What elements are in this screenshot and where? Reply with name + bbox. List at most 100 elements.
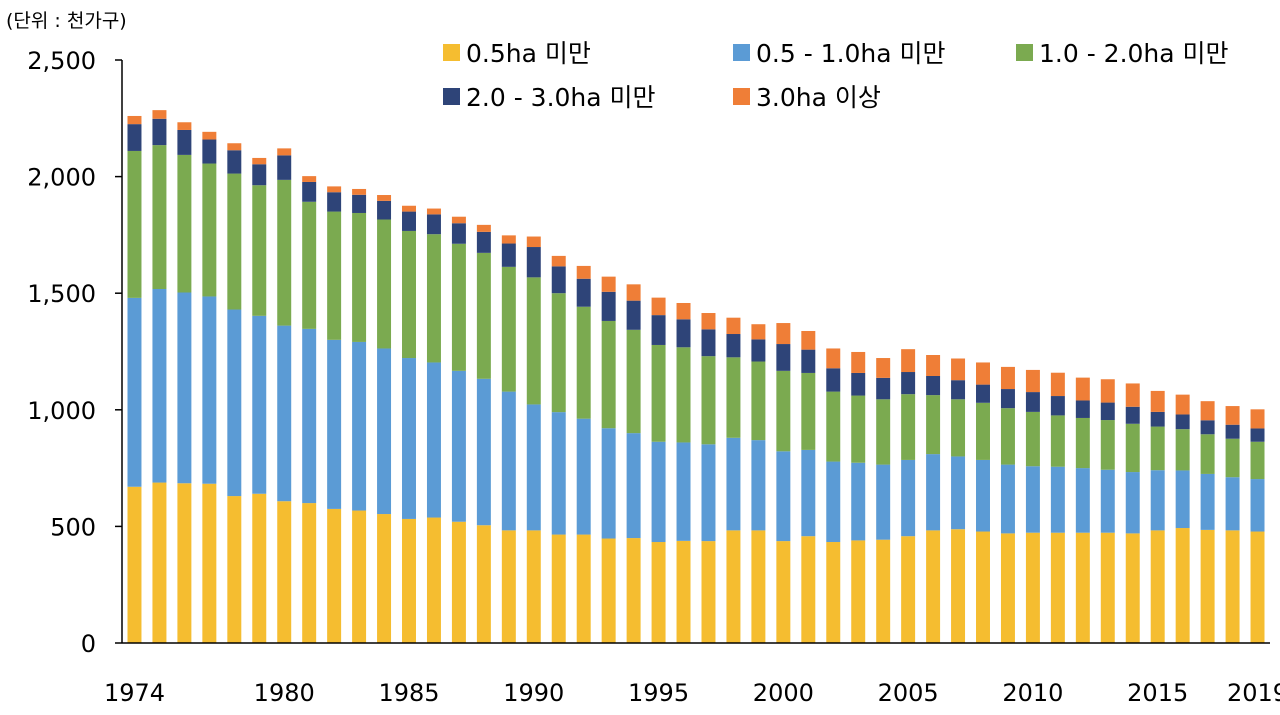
legend-label-0: 0.5ha 미만 bbox=[466, 39, 591, 68]
y-tick-label: 500 bbox=[50, 513, 96, 541]
bar-segment-2012-series-0 bbox=[1075, 532, 1090, 643]
bar-segment-1999-series-2 bbox=[751, 361, 766, 441]
bar-segment-1974-series-2 bbox=[127, 150, 142, 298]
bar-segment-2015-series-4 bbox=[1150, 390, 1165, 412]
bar-segment-1998-series-0 bbox=[726, 530, 741, 643]
bar-segment-1993-series-2 bbox=[601, 320, 616, 429]
bar-segment-1988-series-0 bbox=[476, 525, 491, 643]
bar-segment-1982-series-3 bbox=[327, 192, 342, 212]
bar-segment-1990-series-2 bbox=[526, 277, 541, 405]
bar-segment-1992-series-0 bbox=[576, 534, 591, 643]
bar-segment-1989-series-4 bbox=[501, 235, 516, 244]
bar-segment-2013-series-1 bbox=[1100, 469, 1115, 533]
bar-segment-2004-series-4 bbox=[876, 358, 891, 378]
bar-segment-1986-series-3 bbox=[426, 214, 441, 235]
bar-segment-1988-series-4 bbox=[476, 224, 491, 232]
bar-segment-2012-series-3 bbox=[1075, 400, 1090, 418]
bar-segment-1983-series-3 bbox=[352, 194, 367, 213]
bar-segment-1986-series-0 bbox=[426, 517, 441, 643]
bar-segment-2014-series-3 bbox=[1125, 406, 1140, 424]
bar-segment-1977-series-3 bbox=[202, 139, 217, 164]
bar-segment-1979-series-3 bbox=[252, 164, 267, 186]
bar-segment-1984-series-2 bbox=[377, 219, 392, 349]
bar-segment-1977-series-1 bbox=[202, 296, 217, 484]
bar-segment-2008-series-2 bbox=[976, 402, 990, 460]
bar-segment-2007-series-3 bbox=[951, 380, 966, 400]
bar-segment-2003-series-3 bbox=[851, 372, 866, 396]
bar-segment-1983-series-4 bbox=[352, 188, 367, 195]
bar-segment-1997-series-3 bbox=[701, 329, 716, 357]
x-tick-label-2010: 2010 bbox=[1002, 679, 1063, 707]
bar-segment-1998-series-1 bbox=[726, 437, 741, 531]
bar-segment-1976-series-2 bbox=[177, 154, 192, 293]
legend-label-1: 0.5 - 1.0ha 미만 bbox=[756, 39, 946, 68]
y-axis: 0 500 1,000 1,500 2,000 2,500 bbox=[27, 47, 123, 658]
bar-segment-1981-series-1 bbox=[302, 328, 317, 504]
bar-segment-2009-series-3 bbox=[1000, 389, 1015, 409]
x-tick-label-1974: 1974 bbox=[104, 679, 165, 707]
bar-segment-2015-series-2 bbox=[1150, 426, 1165, 471]
bar-segment-1997-series-0 bbox=[701, 541, 716, 643]
bar-segment-1986-series-2 bbox=[426, 234, 441, 363]
bar-segment-1975-series-4 bbox=[152, 110, 167, 119]
bar-segment-2015-series-0 bbox=[1150, 530, 1165, 643]
bar-segment-1987-series-4 bbox=[451, 216, 466, 224]
bar-segment-1993-series-1 bbox=[601, 428, 616, 539]
bar-segment-1994-series-2 bbox=[626, 329, 641, 434]
bar-segment-1974-series-1 bbox=[127, 297, 142, 487]
bar-segment-1978-series-1 bbox=[227, 309, 242, 497]
bar-segment-1985-series-0 bbox=[402, 518, 416, 643]
y-tick-label: 1,500 bbox=[27, 280, 96, 308]
bar-segment-1990-series-3 bbox=[526, 247, 541, 278]
bar-segment-1998-series-3 bbox=[726, 334, 741, 358]
bar-segment-1982-series-1 bbox=[327, 339, 342, 509]
bar-segment-2010-series-4 bbox=[1025, 369, 1040, 393]
bar-segment-1989-series-2 bbox=[501, 266, 516, 392]
bar-segment-1991-series-3 bbox=[551, 266, 566, 294]
bar-segment-2008-series-3 bbox=[976, 384, 990, 403]
bar-segment-1979-series-4 bbox=[252, 157, 267, 165]
bar-segment-1982-series-2 bbox=[327, 211, 342, 340]
bar-segment-1977-series-2 bbox=[202, 163, 217, 297]
bar-segment-1994-series-3 bbox=[626, 300, 641, 330]
bar-segment-1995-series-3 bbox=[651, 315, 666, 345]
bar-segment-2008-series-1 bbox=[976, 459, 990, 532]
bar-segment-2002-series-0 bbox=[826, 542, 841, 643]
bar-segment-1996-series-2 bbox=[676, 347, 691, 443]
x-tick-label-1990: 1990 bbox=[503, 679, 564, 707]
bar-segment-2000-series-3 bbox=[776, 344, 791, 371]
bar-segment-2011-series-4 bbox=[1050, 372, 1065, 397]
bar-segment-2009-series-1 bbox=[1000, 464, 1015, 534]
bar-segment-1997-series-2 bbox=[701, 356, 716, 445]
bar-segment-1978-series-3 bbox=[227, 150, 242, 174]
bar-segment-1999-series-3 bbox=[751, 339, 766, 362]
bar-segment-1975-series-3 bbox=[152, 118, 167, 146]
bar-segment-1982-series-0 bbox=[327, 508, 342, 643]
bar-segment-2019-series-4 bbox=[1250, 409, 1265, 429]
bar-segment-1982-series-4 bbox=[327, 186, 342, 193]
bar-segment-2016-series-1 bbox=[1175, 470, 1190, 529]
bar-segment-1995-series-2 bbox=[651, 344, 666, 442]
bar-segment-1976-series-3 bbox=[177, 129, 192, 155]
bar-segment-1974-series-0 bbox=[127, 486, 142, 643]
bar-segment-1993-series-0 bbox=[601, 538, 616, 643]
bar-segment-1985-series-1 bbox=[402, 358, 416, 519]
bar-segment-2001-series-2 bbox=[801, 372, 816, 450]
bar-segment-2001-series-1 bbox=[801, 449, 816, 537]
bar-segment-2002-series-2 bbox=[826, 391, 841, 462]
bar-segment-2005-series-3 bbox=[901, 372, 916, 395]
bar-segment-2014-series-0 bbox=[1125, 533, 1140, 643]
bar-segment-2015-series-3 bbox=[1150, 411, 1165, 427]
y-tick-label: 1,000 bbox=[27, 397, 96, 425]
bar-segment-1975-series-1 bbox=[152, 289, 167, 483]
bar-segment-1986-series-1 bbox=[426, 362, 441, 518]
bar-segment-2009-series-0 bbox=[1000, 533, 1015, 643]
bar-segment-1979-series-1 bbox=[252, 315, 267, 494]
bar-segment-2007-series-0 bbox=[951, 529, 966, 643]
bar-segment-2009-series-2 bbox=[1000, 408, 1015, 465]
bar-segment-2010-series-0 bbox=[1025, 532, 1040, 643]
bar-segment-2008-series-0 bbox=[976, 531, 990, 643]
bar-segment-1977-series-0 bbox=[202, 483, 217, 643]
bar-segment-1983-series-2 bbox=[352, 212, 367, 342]
